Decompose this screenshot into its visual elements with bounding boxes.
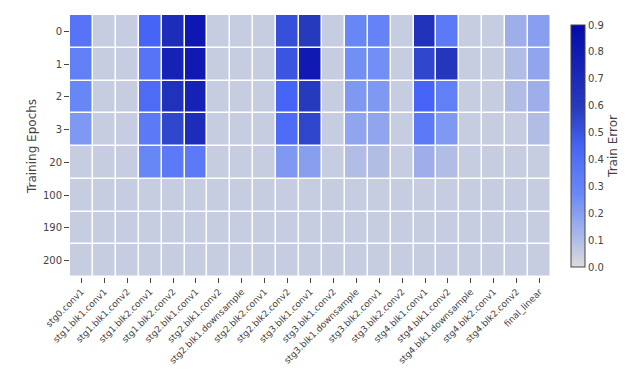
svg-text:stg4.blk1.downsample: stg4.blk1.downsample: [397, 287, 476, 366]
svg-text:stg4.blk1.conv2: stg4.blk1.conv2: [395, 287, 453, 345]
svg-text:stg2.blk2.conv2: stg2.blk2.conv2: [234, 287, 292, 345]
svg-text:Train Error: Train Error: [606, 115, 620, 178]
svg-text:stg2.blk1.conv2: stg2.blk1.conv2: [166, 287, 224, 345]
svg-text:Training Epochs: Training Epochs: [25, 99, 39, 194]
svg-text:stg0.conv1: stg0.conv1: [44, 287, 86, 329]
svg-text:0.2: 0.2: [588, 208, 604, 219]
svg-text:200: 200: [43, 255, 62, 266]
svg-text:0.6: 0.6: [588, 100, 604, 111]
svg-text:stg4.blk2.conv1: stg4.blk2.conv1: [441, 287, 499, 345]
svg-text:20: 20: [49, 157, 62, 168]
svg-text:stg1.blk1.conv1: stg1.blk1.conv1: [51, 287, 109, 345]
svg-text:0.1: 0.1: [588, 235, 604, 246]
svg-text:0.7: 0.7: [588, 73, 604, 84]
svg-text:stg2.blk1.conv1: stg2.blk1.conv1: [143, 287, 201, 345]
svg-text:0.5: 0.5: [588, 127, 604, 138]
svg-text:0.4: 0.4: [588, 154, 604, 165]
svg-text:stg3.blk1.downsample: stg3.blk1.downsample: [282, 287, 361, 366]
svg-text:1: 1: [56, 59, 62, 70]
svg-text:stg1.blk2.conv2: stg1.blk2.conv2: [120, 287, 178, 345]
svg-text:2: 2: [56, 91, 62, 102]
svg-text:stg4.blk2.conv2: stg4.blk2.conv2: [463, 287, 521, 345]
svg-text:190: 190: [43, 222, 62, 233]
svg-text:stg3.blk2.conv1: stg3.blk2.conv1: [326, 287, 384, 345]
svg-text:stg3.blk1.conv2: stg3.blk1.conv2: [280, 287, 338, 345]
svg-text:stg3.blk1.conv1: stg3.blk1.conv1: [257, 287, 315, 345]
svg-text:100: 100: [43, 190, 62, 201]
svg-text:stg3.blk2.conv2: stg3.blk2.conv2: [349, 287, 407, 345]
svg-text:stg2.blk2.conv1: stg2.blk2.conv1: [211, 287, 269, 345]
svg-text:final_linear: final_linear: [502, 287, 544, 329]
svg-text:stg1.blk1.conv2: stg1.blk1.conv2: [74, 287, 132, 345]
svg-text:0.0: 0.0: [588, 262, 604, 273]
svg-text:0.3: 0.3: [588, 181, 604, 192]
svg-text:0: 0: [56, 26, 62, 37]
svg-text:stg4.blk1.conv1: stg4.blk1.conv1: [372, 287, 430, 345]
svg-text:stg1.blk2.conv1: stg1.blk2.conv1: [97, 287, 155, 345]
svg-text:3: 3: [56, 124, 62, 135]
svg-text:0.8: 0.8: [588, 46, 604, 57]
svg-text:stg2.blk1.downsample: stg2.blk1.downsample: [168, 287, 247, 366]
svg-text:0.9: 0.9: [588, 20, 604, 31]
